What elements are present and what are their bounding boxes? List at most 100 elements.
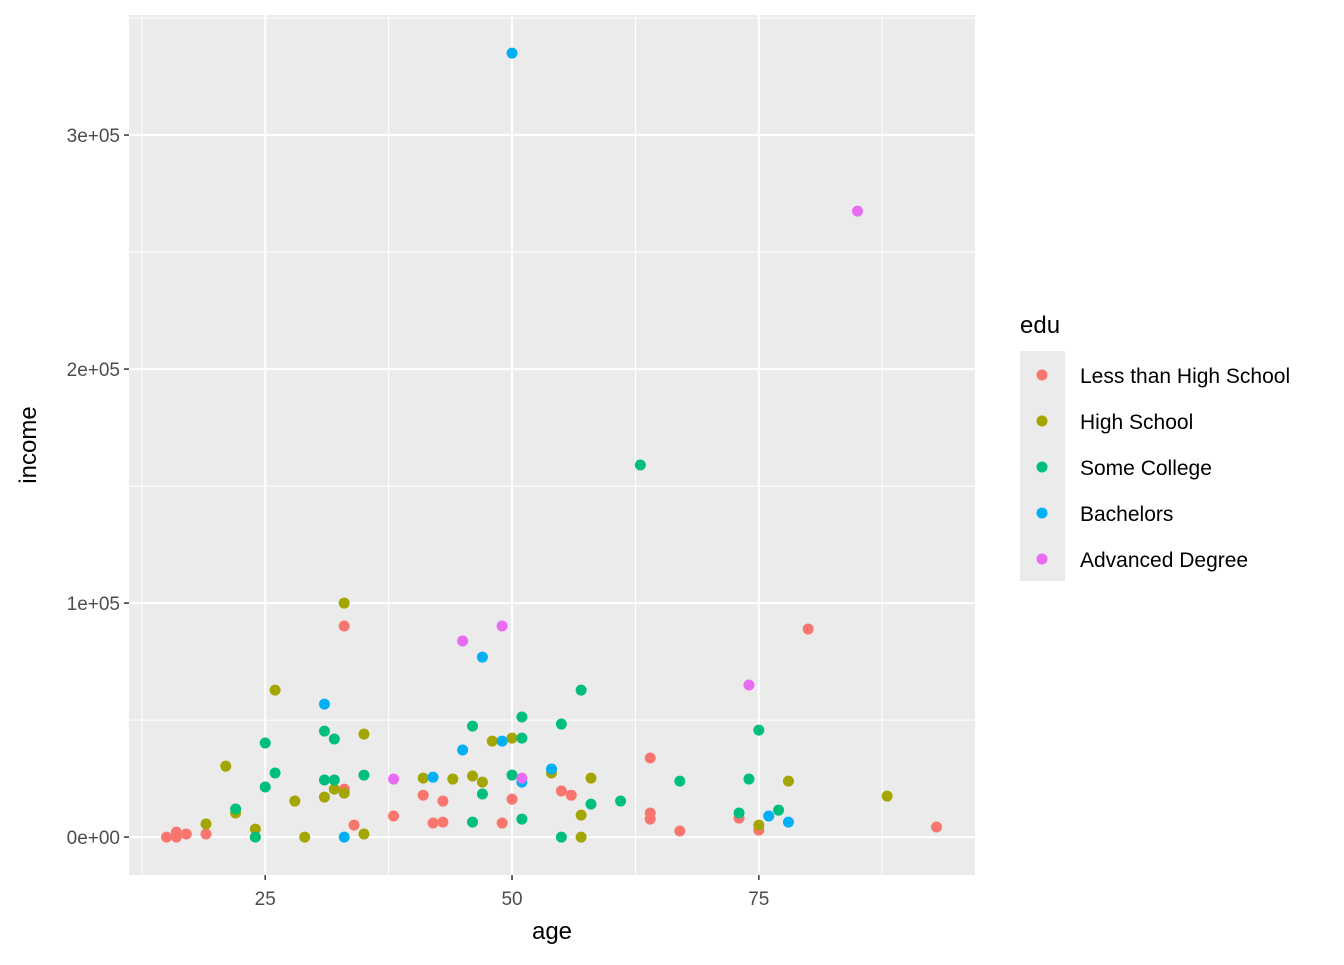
data-point <box>506 769 518 781</box>
data-point <box>644 813 656 825</box>
legend-label: Less than High School <box>1080 365 1290 388</box>
data-point <box>388 810 400 822</box>
legend-label: High School <box>1080 411 1193 434</box>
data-point <box>802 623 814 635</box>
data-points <box>161 47 943 843</box>
data-point <box>674 825 686 837</box>
data-point <box>437 816 449 828</box>
data-point <box>338 597 350 609</box>
data-point <box>753 724 765 736</box>
legend-label: Some College <box>1080 457 1212 480</box>
data-point <box>289 795 301 807</box>
data-point <box>575 831 587 843</box>
data-point <box>318 725 330 737</box>
data-point <box>249 831 261 843</box>
legend-key <box>1036 553 1048 565</box>
data-point <box>476 788 488 800</box>
data-point <box>555 831 567 843</box>
data-point <box>763 810 775 822</box>
data-point <box>338 831 350 843</box>
data-point <box>457 635 469 647</box>
data-point <box>437 795 449 807</box>
data-point <box>575 684 587 696</box>
legend-label: Bachelors <box>1080 503 1173 526</box>
data-point <box>338 620 350 632</box>
data-point <box>506 793 518 805</box>
data-point <box>516 772 528 784</box>
data-point <box>427 817 439 829</box>
x-axis-label: age <box>532 918 572 945</box>
data-point <box>644 752 656 764</box>
data-point <box>328 774 340 786</box>
plot-panel <box>129 15 975 875</box>
data-point <box>615 795 627 807</box>
data-point <box>881 790 893 802</box>
data-point <box>674 775 686 787</box>
data-point <box>249 823 261 835</box>
data-point <box>467 770 479 782</box>
data-point <box>476 776 488 788</box>
data-point <box>269 767 281 779</box>
data-point <box>220 760 232 772</box>
data-point <box>348 819 360 831</box>
data-point <box>318 698 330 710</box>
y-axis-ticks: 0e+00 1e+05 2e+05 3e+05 <box>67 126 129 849</box>
data-point <box>782 816 794 828</box>
data-point <box>427 771 439 783</box>
data-point <box>328 733 340 745</box>
data-point <box>358 769 370 781</box>
data-point <box>170 831 182 843</box>
data-point <box>476 651 488 663</box>
y-axis-label: income <box>15 406 42 483</box>
data-point <box>585 772 597 784</box>
data-point <box>358 728 370 740</box>
data-point <box>388 773 400 785</box>
x-axis-ticks: 25 50 75 <box>255 875 769 910</box>
data-point <box>180 828 192 840</box>
x-tick-label: 50 <box>501 889 522 910</box>
data-point <box>565 789 577 801</box>
data-point <box>161 831 173 843</box>
data-point <box>417 772 429 784</box>
data-point <box>338 787 350 799</box>
data-point <box>259 781 271 793</box>
data-point <box>516 813 528 825</box>
data-point <box>753 819 765 831</box>
legend-key <box>1036 369 1048 381</box>
data-point <box>299 831 311 843</box>
legend-key <box>1036 461 1048 473</box>
data-point <box>447 773 459 785</box>
data-point <box>555 785 567 797</box>
data-point <box>773 804 785 816</box>
data-point <box>230 803 242 815</box>
legend-label: Advanced Degree <box>1080 549 1248 572</box>
minor-gridlines <box>129 15 975 875</box>
x-tick-label: 75 <box>748 889 769 910</box>
x-tick-label: 25 <box>255 889 276 910</box>
data-point <box>931 821 943 833</box>
legend: edu Less than High School High School Some… <box>1020 312 1290 581</box>
data-point <box>496 735 508 747</box>
data-point <box>782 775 794 787</box>
data-point <box>318 774 330 786</box>
data-point <box>328 783 340 795</box>
data-point <box>634 459 646 471</box>
data-point <box>417 789 429 801</box>
data-point <box>496 817 508 829</box>
data-point <box>575 809 587 821</box>
data-point <box>318 791 330 803</box>
legend-key <box>1036 507 1048 519</box>
data-point <box>496 620 508 632</box>
data-point <box>200 828 212 840</box>
data-point <box>546 763 558 775</box>
data-point <box>743 773 755 785</box>
data-point <box>467 720 479 732</box>
data-point <box>506 47 518 59</box>
y-tick-label: 2e+05 <box>67 360 120 381</box>
data-point <box>506 732 518 744</box>
data-point <box>486 735 498 747</box>
legend-key <box>1036 415 1048 427</box>
data-point <box>516 711 528 723</box>
data-point <box>467 816 479 828</box>
